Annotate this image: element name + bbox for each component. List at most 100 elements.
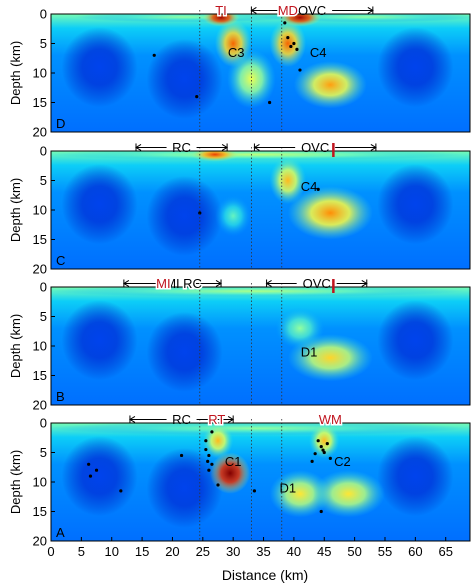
x-axis: 0 5 10 15 20 25 30 35 40 45 50 55 60 65	[47, 537, 453, 559]
span-rc: RC	[128, 412, 235, 427]
span-label: MI	[165, 276, 179, 291]
earthquake-point	[325, 442, 329, 446]
y-axis-label: Depth (km)	[8, 314, 23, 378]
x-tick-label: 60	[408, 544, 422, 559]
y-tick-label: 15	[33, 232, 47, 247]
earthquake-point	[216, 483, 220, 487]
anomaly	[269, 19, 307, 68]
panel-c: 0 5 10 15 20 Depth (km) C RC OVC C4	[8, 140, 471, 277]
site-label-wm: WM	[319, 412, 342, 427]
y-tick-label: 0	[40, 280, 47, 295]
y-tick-label: 5	[40, 445, 47, 460]
x-tick-label: 25	[196, 544, 210, 559]
span-label: OVC	[303, 276, 331, 291]
low-velocity-zone	[61, 164, 138, 245]
earthquake-point	[295, 47, 299, 52]
low-velocity-zone	[61, 27, 138, 108]
span-ovc: OVC	[253, 140, 377, 155]
anomaly	[210, 452, 251, 494]
y-tick-label: 5	[40, 173, 47, 188]
span-ovc: OVC	[265, 276, 368, 291]
y-tick-label: 10	[33, 475, 47, 490]
anomaly	[293, 61, 367, 109]
earthquake-point	[283, 21, 287, 25]
earthquake-point	[119, 489, 123, 493]
x-tick-label: 20	[165, 544, 179, 559]
earthquake-point	[268, 100, 272, 105]
x-tick-label: 30	[226, 544, 240, 559]
y-tick-label: 10	[33, 203, 47, 218]
y-tick-label: 20	[33, 262, 47, 277]
low-velocity-zone	[377, 436, 454, 517]
anomaly-label-c2: C2	[334, 454, 351, 469]
low-velocity-zone	[377, 27, 454, 108]
anomaly	[51, 287, 464, 298]
y-tick-label: 0	[40, 7, 47, 22]
y-tick-label: 20	[33, 534, 47, 549]
low-velocity-zone	[377, 300, 454, 381]
earthquake-point	[289, 44, 293, 49]
earthquake-point	[207, 468, 211, 472]
x-tick-label: 10	[104, 544, 118, 559]
earthquake-point	[94, 468, 99, 472]
y-tick-label: 5	[40, 309, 47, 324]
anomaly	[190, 151, 240, 162]
earthquake-point	[292, 41, 296, 46]
site-label-ti: TI	[215, 3, 227, 18]
site-label-md: MD	[278, 3, 298, 18]
x-tick-label: 35	[256, 544, 270, 559]
anomaly	[227, 49, 276, 109]
panel-letter: C	[56, 253, 65, 268]
anomaly	[51, 423, 464, 436]
earthquake-point	[210, 462, 214, 466]
panel-d: 0 5 10 15 20 Depth (km) D OVC TI MD C3 C4	[8, 1, 471, 140]
earthquake-point	[321, 448, 325, 452]
site-label-rt: RT	[208, 412, 225, 427]
y-tick-label: 15	[33, 368, 47, 383]
earthquake-point	[319, 445, 323, 449]
x-tick-label: 0	[47, 544, 54, 559]
anomaly-label-d1: D1	[280, 480, 297, 495]
y-tick-label: 0	[40, 416, 47, 431]
earthquake-point	[322, 450, 326, 455]
earthquake-point	[206, 459, 210, 463]
span-label: OVC	[301, 140, 329, 155]
anomaly-label-c3: C3	[228, 45, 245, 60]
x-tick-label: 5	[78, 544, 85, 559]
low-velocity-zone	[61, 436, 138, 517]
panel-letter: D	[56, 116, 65, 131]
y-tick-label: 10	[33, 339, 47, 354]
span-rc: RC	[135, 140, 229, 155]
y-tick-label: 0	[40, 144, 47, 159]
anomaly	[214, 195, 252, 237]
x-tick-label: 65	[438, 544, 452, 559]
x-tick-label: 40	[287, 544, 301, 559]
x-axis-label: Distance (km)	[222, 567, 308, 583]
panel-a: 0 5 10 15 20 Depth (km) A RC RT WM C1 C2 D1	[8, 410, 471, 549]
low-velocity-zone	[146, 38, 223, 119]
y-tick-label: 5	[40, 36, 47, 51]
x-tick-label: 15	[135, 544, 149, 559]
earthquake-point	[319, 509, 323, 514]
anomaly-label-c1: C1	[225, 454, 242, 469]
earthquake-point	[88, 474, 93, 478]
anomaly	[269, 470, 331, 518]
anomaly	[312, 470, 385, 518]
panel-letter: B	[56, 389, 65, 404]
y-tick-label: 15	[33, 504, 47, 519]
earthquake-point	[198, 211, 202, 215]
anomaly-label-c4: C4	[310, 45, 327, 60]
earthquake-point	[313, 452, 317, 456]
anomaly	[269, 156, 307, 205]
x-tick-label: 50	[347, 544, 361, 559]
anomaly-label-d1: D1	[301, 344, 318, 359]
anomaly	[287, 334, 373, 382]
span-ovc: OVC	[250, 3, 374, 18]
x-tick-label: 45	[317, 544, 331, 559]
earthquake-point	[316, 187, 320, 191]
low-velocity-zone	[146, 447, 223, 528]
panel-b: 0 5 10 15 20 Depth (km) B MI OVC MI RC D1	[8, 274, 471, 413]
site-label-mi: MI	[156, 276, 170, 291]
x-tick-label: 55	[378, 544, 392, 559]
